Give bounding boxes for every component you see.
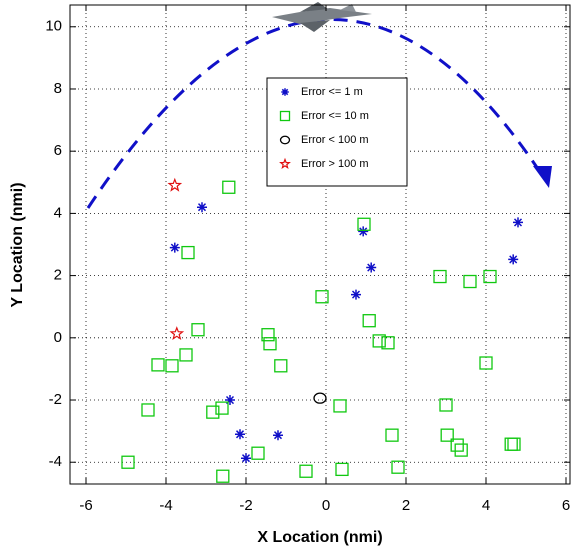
asterisk-marker	[241, 453, 251, 464]
square-marker	[381, 336, 395, 350]
legend-swatch	[279, 135, 291, 145]
plot-area	[70, 5, 570, 484]
square-marker	[121, 455, 135, 469]
asterisk-marker	[508, 254, 519, 265]
circle-marker	[313, 392, 327, 404]
asterisk-marker	[235, 429, 245, 440]
y-tick-label: -2	[49, 391, 62, 408]
square-marker	[483, 269, 497, 284]
square-marker	[479, 356, 493, 370]
x-tick-label: -4	[159, 497, 172, 514]
asterisk-marker	[169, 242, 180, 253]
asterisk-marker	[351, 289, 361, 300]
legend-swatch	[281, 88, 289, 96]
square-marker	[362, 314, 376, 328]
square-marker	[151, 358, 165, 372]
square-marker	[315, 290, 329, 304]
y-tick-label: 6	[54, 142, 62, 159]
square-marker	[450, 438, 464, 452]
square-marker	[333, 399, 347, 413]
square-marker	[179, 348, 193, 362]
flight-arrow	[533, 166, 552, 188]
square-marker	[261, 328, 275, 342]
square-marker	[391, 460, 405, 474]
asterisk-marker	[225, 395, 235, 405]
square-marker	[439, 398, 453, 412]
legend-label: Error <= 1 m	[301, 86, 363, 98]
legend-box	[266, 77, 408, 187]
asterisk-marker	[513, 217, 523, 228]
y-tick-label: 10	[45, 18, 62, 35]
legend-swatch	[279, 110, 291, 122]
square-marker	[372, 334, 386, 348]
square-marker	[206, 405, 220, 419]
square-marker	[191, 323, 205, 337]
square-marker	[454, 443, 468, 457]
square-marker	[141, 403, 155, 417]
legend-swatch	[279, 157, 291, 169]
square-marker	[263, 337, 277, 351]
plot-frame	[69, 4, 571, 485]
grid-layer	[70, 5, 570, 484]
legend-label: Error <= 10 m	[301, 110, 369, 122]
x-tick-label: 6	[562, 497, 570, 514]
legend: Error <= 1 m Error <= 10 m Error < 100 m Er…	[266, 77, 408, 187]
square-marker	[299, 464, 313, 478]
square-marker	[181, 245, 195, 260]
square-marker	[165, 359, 179, 373]
square-marker	[440, 428, 454, 442]
square-marker	[335, 462, 349, 477]
square-marker	[251, 446, 265, 460]
star-marker	[167, 177, 183, 192]
mark-layer	[121, 177, 523, 483]
star-marker	[169, 326, 185, 340]
y-tick-label: 4	[54, 204, 62, 221]
asterisk-marker	[273, 430, 283, 441]
square-marker	[215, 401, 229, 415]
y-axis-label: Y Location (nmi)	[9, 182, 26, 307]
square-marker	[463, 274, 477, 289]
y-tick-label: 2	[54, 267, 62, 284]
y-tick-label: -4	[49, 453, 62, 470]
legend-label: Error > 100 m	[301, 158, 369, 170]
x-tick-label: -2	[239, 497, 252, 514]
x-tick-label: 2	[402, 497, 410, 514]
asterisk-marker	[358, 226, 369, 237]
asterisk-marker	[366, 262, 377, 273]
square-marker	[433, 269, 447, 284]
asterisk-marker	[197, 202, 207, 213]
square-marker	[222, 180, 236, 194]
x-tick-label: -6	[79, 497, 92, 514]
square-marker	[274, 359, 288, 373]
y-tick-label: 8	[54, 80, 62, 97]
x-axis-label: X Location (nmi)	[257, 529, 382, 546]
square-marker	[385, 428, 399, 442]
legend-label: Error < 100 m	[301, 134, 369, 146]
x-tick-label: 0	[322, 497, 330, 514]
square-marker	[507, 437, 521, 451]
square-marker	[216, 469, 230, 483]
square-marker	[357, 217, 371, 231]
y-tick-label: 0	[54, 329, 62, 346]
x-tick-label: 4	[482, 497, 490, 514]
